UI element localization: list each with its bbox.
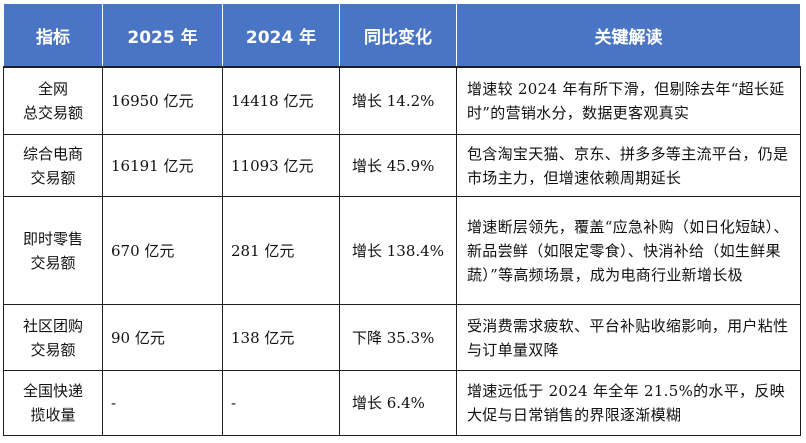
value-2025-cell: 16950 亿元 — [102, 66, 223, 135]
value-2025-cell: 16191 亿元 — [102, 134, 223, 197]
metric-line: 交易额 — [30, 168, 76, 187]
interpretation-cell: 增速远低于 2024 年全年 21.5%的水平，反映大促与日常销售的界限逐渐模糊 — [456, 370, 801, 436]
value-2024-cell: 11093 亿元 — [222, 134, 340, 197]
metric-cell: 即时零售 交易额 — [3, 196, 103, 305]
value-2024-cell: - — [222, 370, 340, 436]
metric-cell: 全网 总交易额 — [3, 66, 103, 135]
table-header: 指标 2025 年 2024 年 同比变化 关键解读 — [3, 3, 801, 68]
comparison-table: 指标 2025 年 2024 年 同比变化 关键解读 全网 总交易额 16950… — [3, 3, 801, 436]
table-row: 即时零售 交易额 670 亿元 281 亿元 增长 138.4% 增速断层领先，… — [3, 196, 801, 305]
metric-line: 全网 — [37, 80, 68, 98]
value-2024-cell: 138 亿元 — [222, 304, 340, 371]
metric-line: 揽收量 — [30, 406, 76, 424]
yoy-change-cell: 增长 138.4% — [339, 196, 457, 305]
value-2025-cell: 670 亿元 — [102, 196, 223, 305]
metric-line: 综合电商 — [22, 144, 83, 163]
header-yoy-change: 同比变化 — [339, 3, 457, 68]
interpretation-cell: 包含淘宝天猫、京东、拼多多等主流平台，仍是市场主力，但增速依赖周期延长 — [456, 134, 801, 197]
header-2025: 2025 年 — [102, 3, 223, 68]
header-metric: 指标 — [3, 3, 103, 68]
metric-line: 即时零售 — [22, 229, 83, 248]
comparison-table-container: 指标 2025 年 2024 年 同比变化 关键解读 全网 总交易额 16950… — [3, 3, 801, 437]
interpretation-cell: 增速断层领先，覆盖“应急补购（如日化短缺）、新品尝鲜（如限定零食）、快消补给（如… — [456, 196, 801, 305]
value-2024-cell: 14418 亿元 — [222, 66, 340, 135]
interpretation-cell: 增速较 2024 年有所下滑，但剔除去年“超长延时”的营销水分，数据更客观真实 — [456, 66, 801, 135]
header-row: 指标 2025 年 2024 年 同比变化 关键解读 — [3, 3, 801, 68]
yoy-change-cell: 增长 14.2% — [339, 66, 457, 135]
table-body: 全网 总交易额 16950 亿元 14418 亿元 增长 14.2% 增速较 2… — [3, 66, 801, 436]
yoy-change-cell: 下降 35.3% — [339, 304, 457, 371]
table-row: 全国快递 揽收量 - - 增长 6.4% 增速远低于 2024 年全年 21.5… — [3, 370, 801, 436]
header-2024: 2024 年 — [222, 3, 340, 68]
value-2025-cell: 90 亿元 — [102, 304, 223, 371]
value-2024-cell: 281 亿元 — [222, 196, 340, 305]
metric-cell: 全国快递 揽收量 — [3, 370, 103, 436]
table-row: 综合电商 交易额 16191 亿元 11093 亿元 增长 45.9% 包含淘宝… — [3, 134, 801, 197]
value-2025-cell: - — [102, 370, 223, 436]
metric-cell: 综合电商 交易额 — [3, 134, 103, 197]
metric-line: 交易额 — [30, 340, 76, 359]
metric-cell: 社区团购 交易额 — [3, 304, 103, 371]
table-row: 全网 总交易额 16950 亿元 14418 亿元 增长 14.2% 增速较 2… — [3, 66, 801, 135]
yoy-change-cell: 增长 6.4% — [339, 370, 457, 436]
table-row: 社区团购 交易额 90 亿元 138 亿元 下降 35.3% 受消费需求疲软、平… — [3, 304, 801, 371]
interpretation-cell: 受消费需求疲软、平台补贴收缩影响，用户粘性与订单量双降 — [456, 304, 801, 371]
metric-line: 交易额 — [30, 253, 76, 272]
metric-line: 总交易额 — [22, 104, 83, 122]
header-key-interpretation: 关键解读 — [456, 3, 801, 68]
metric-line: 社区团购 — [22, 316, 83, 335]
metric-line: 全国快递 — [22, 382, 83, 400]
yoy-change-cell: 增长 45.9% — [339, 134, 457, 197]
